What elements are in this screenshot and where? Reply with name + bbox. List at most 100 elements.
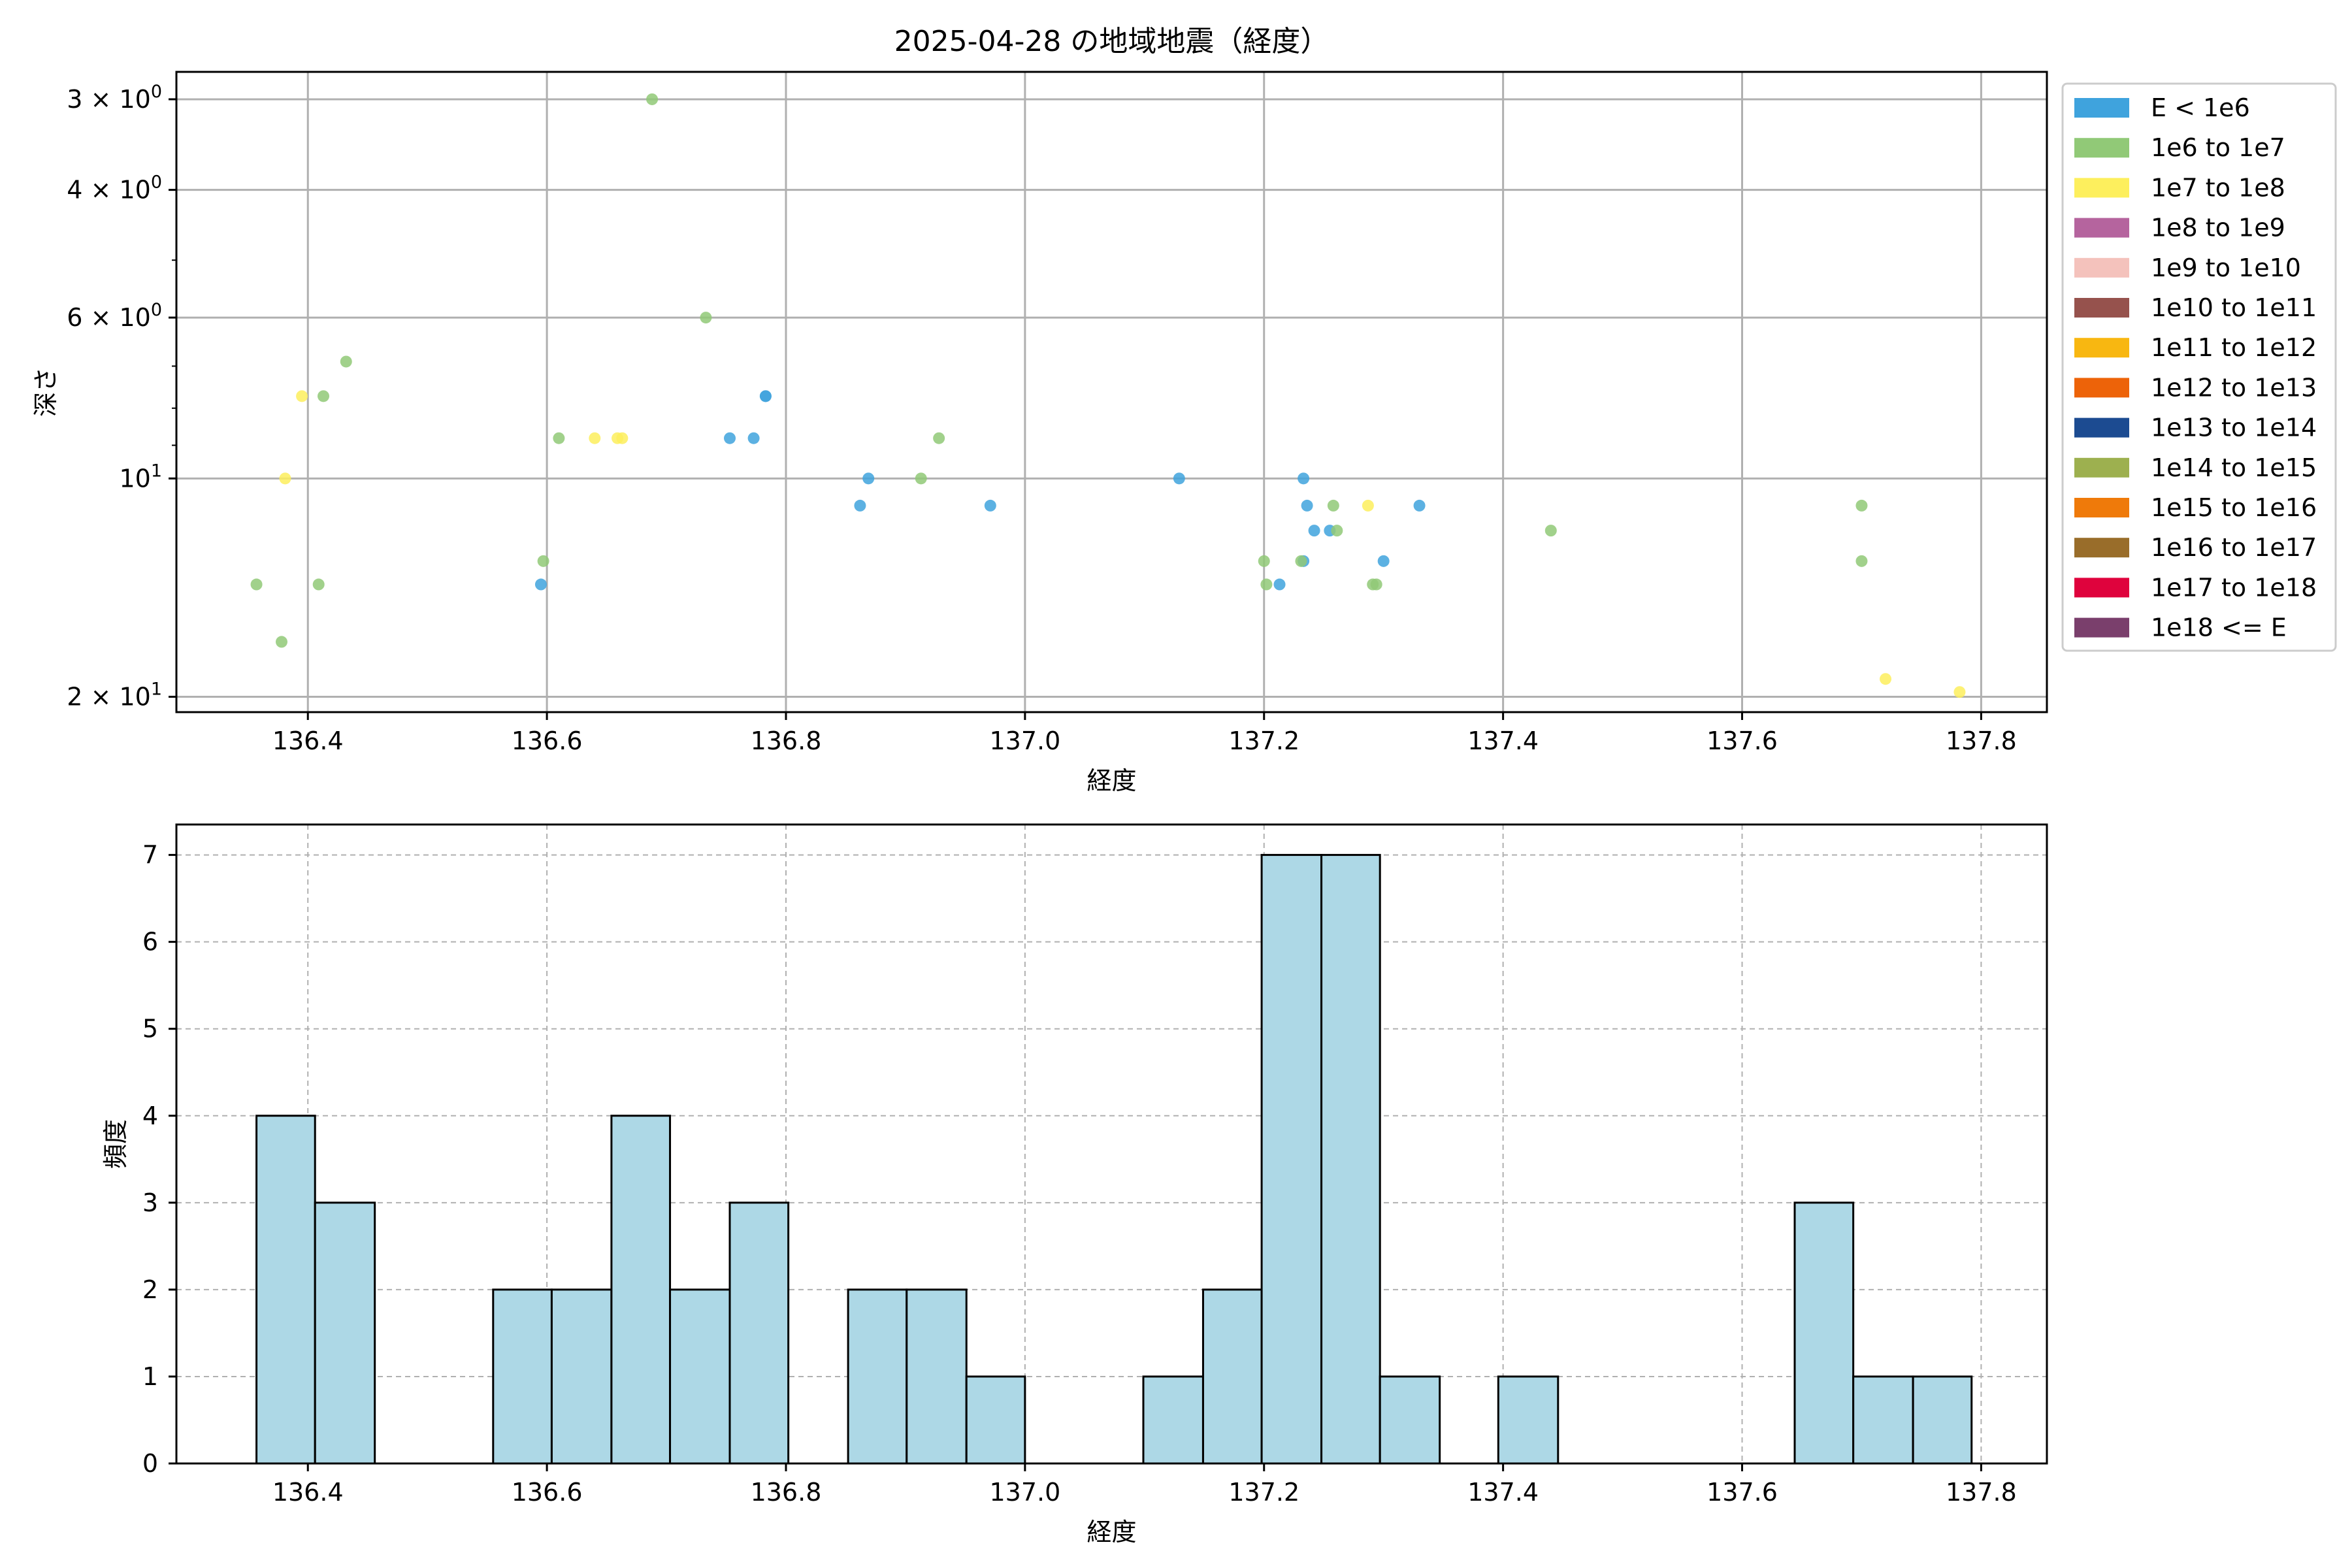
y-tick-label: 5 [142,1015,158,1043]
data-point [1327,499,1339,512]
data-point [854,499,866,512]
y-tick-label: 2 × 101 [67,679,162,711]
x-tick-label: 137.2 [1228,1478,1299,1507]
y-tick-label: 6 × 100 [67,300,162,332]
x-tick-label: 137.0 [989,1478,1060,1507]
legend-swatch [2074,218,2129,238]
data-point [279,472,291,485]
x-tick-label: 136.4 [272,727,344,755]
data-point [915,472,927,485]
legend-label: 1e18 <= E [2151,613,2287,642]
legend-label: 1e15 to 1e16 [2151,493,2317,522]
data-point [275,636,287,648]
data-point [1173,472,1185,485]
histogram-bar [1379,1375,1441,1465]
legend-label: 1e7 to 1e8 [2151,173,2285,202]
legend-swatch [2074,578,2129,598]
histogram-bar [669,1288,731,1465]
legend-label: E < 1e6 [2151,93,2250,122]
legend-swatch [2074,298,2129,318]
legend-swatch [2074,178,2129,198]
histogram-bar [1912,1375,1973,1465]
histogram-bar [965,1375,1026,1465]
data-point [862,472,875,485]
histogram-bar [1793,1201,1855,1465]
legend-label: 1e17 to 1e18 [2151,573,2317,602]
y-tick-label: 0 [142,1449,158,1478]
data-point [1377,555,1390,567]
x-tick-label: 136.6 [512,727,583,755]
data-point [747,432,760,444]
histogram-chart: 136.4 136.6 136.8 137.0 137.2 137.4 137.6 137.8… [101,823,2048,1546]
chart-title: 2025-04-28 の地域地震（経度） [894,25,1330,58]
x-axis-label: 経度 [1086,766,1136,795]
data-point [1370,578,1382,591]
legend-swatch [2074,98,2129,118]
data-point [537,555,549,567]
data-point [312,578,325,591]
legend-label: 1e9 to 1e10 [2151,253,2301,282]
histogram-bar [1201,1288,1263,1465]
data-point [616,432,629,444]
legend-label: 1e12 to 1e13 [2151,373,2317,402]
x-tick-label: 137.6 [1707,1478,1778,1507]
y-tick-label: 4 × 100 [67,172,162,204]
data-point [646,93,659,105]
legend-label: 1e16 to 1e17 [2151,533,2317,562]
y-tick-label: 4 [142,1102,158,1130]
x-axis-label: 経度 [1086,1518,1136,1546]
y-axis-label: 深さ [31,367,60,417]
histogram-bar [492,1288,553,1465]
data-point [1544,525,1557,537]
y-tick-label: 2 [142,1275,158,1304]
data-point [553,432,565,444]
data-point [933,432,945,444]
x-tick-label: 137.8 [1946,1478,2017,1507]
histogram-bar [255,1115,316,1465]
data-point [296,390,308,402]
plot-frame [175,71,2048,713]
legend-swatch [2074,417,2129,438]
data-point [1308,525,1320,537]
data-point [1258,555,1270,567]
legend-label: 1e11 to 1e12 [2151,333,2317,362]
y-tick-label: 1 [142,1362,158,1391]
data-point [1301,499,1313,512]
data-point [1260,578,1273,591]
legend-swatch [2074,378,2129,398]
legend-label: 1e10 to 1e11 [2151,293,2317,322]
legend-swatch [2074,338,2129,358]
y-axis-label: 頻度 [101,1119,130,1169]
x-tick-label: 136.8 [751,1478,822,1507]
histogram-bar [1852,1375,1914,1465]
data-point [1413,499,1426,512]
legend-swatch [2074,498,2129,517]
histogram-bar [610,1115,672,1465]
data-point [1953,686,1966,698]
data-point [1362,499,1374,512]
histogram-bar [550,1288,613,1465]
legend-swatch [2074,257,2129,278]
histogram-bar [728,1201,790,1465]
x-tick-label: 137.2 [1228,727,1299,755]
data-point [318,390,330,402]
data-point [1295,555,1307,567]
x-tick-label: 136.6 [512,1478,583,1507]
data-point [1298,472,1310,485]
x-tick-label: 136.8 [751,727,822,755]
data-point [984,499,996,512]
y-tick-label: 7 [142,841,158,870]
y-tick-label: 6 [142,928,158,956]
data-point [1273,578,1286,591]
x-tick-label: 137.6 [1707,727,1778,755]
data-point [589,432,601,444]
x-tick-label: 137.4 [1467,727,1539,755]
x-tick-label: 137.4 [1467,1478,1539,1507]
legend-label: 1e8 to 1e9 [2151,214,2285,242]
histogram-bar [1497,1375,1560,1465]
y-tick-label: 3 × 100 [67,82,162,114]
histogram-bar [1142,1375,1204,1465]
histogram-bar [314,1201,376,1465]
data-point [700,312,712,324]
